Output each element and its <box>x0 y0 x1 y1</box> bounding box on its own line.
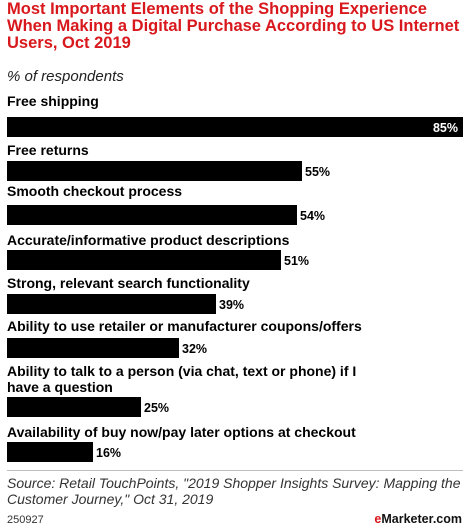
value-label: 39% <box>219 298 244 312</box>
chart-title: Most Important Elements of the Shopping … <box>7 0 460 52</box>
category-label: Accurate/informative product description… <box>7 232 290 248</box>
value-label: 54% <box>300 209 325 223</box>
bar <box>7 442 93 462</box>
value-label: 51% <box>284 254 309 268</box>
bar <box>7 250 281 270</box>
bar <box>7 205 297 225</box>
bar <box>7 117 463 137</box>
value-label: 85% <box>433 121 458 135</box>
bar <box>7 294 216 314</box>
category-label: Ability to talk to a person (via chat, t… <box>7 363 356 395</box>
bar <box>7 397 141 417</box>
value-label: 16% <box>96 446 121 460</box>
chart-id: 250927 <box>7 514 44 526</box>
chart-subtitle: % of respondents <box>7 68 124 85</box>
bar <box>7 161 302 181</box>
bar <box>7 338 179 358</box>
value-label: 55% <box>305 165 330 179</box>
publisher-brand-rest: Marketer <box>381 512 433 526</box>
footer-divider <box>7 470 463 471</box>
publisher-domain: .com <box>432 512 462 526</box>
publisher-logo: eMarketer.com <box>374 512 462 526</box>
value-label: 32% <box>182 342 207 356</box>
category-label: Free returns <box>7 142 89 158</box>
publisher-brand-e: e <box>374 512 382 526</box>
category-label: Strong, relevant search functionality <box>7 275 250 291</box>
source-note: Source: Retail TouchPoints, "2019 Shoppe… <box>7 475 461 507</box>
category-label: Availability of buy now/pay later option… <box>7 424 356 440</box>
category-label: Ability to use retailer or manufacturer … <box>7 318 362 334</box>
category-label: Free shipping <box>7 93 99 109</box>
category-label: Smooth checkout process <box>7 183 182 199</box>
value-label: 25% <box>144 401 169 415</box>
